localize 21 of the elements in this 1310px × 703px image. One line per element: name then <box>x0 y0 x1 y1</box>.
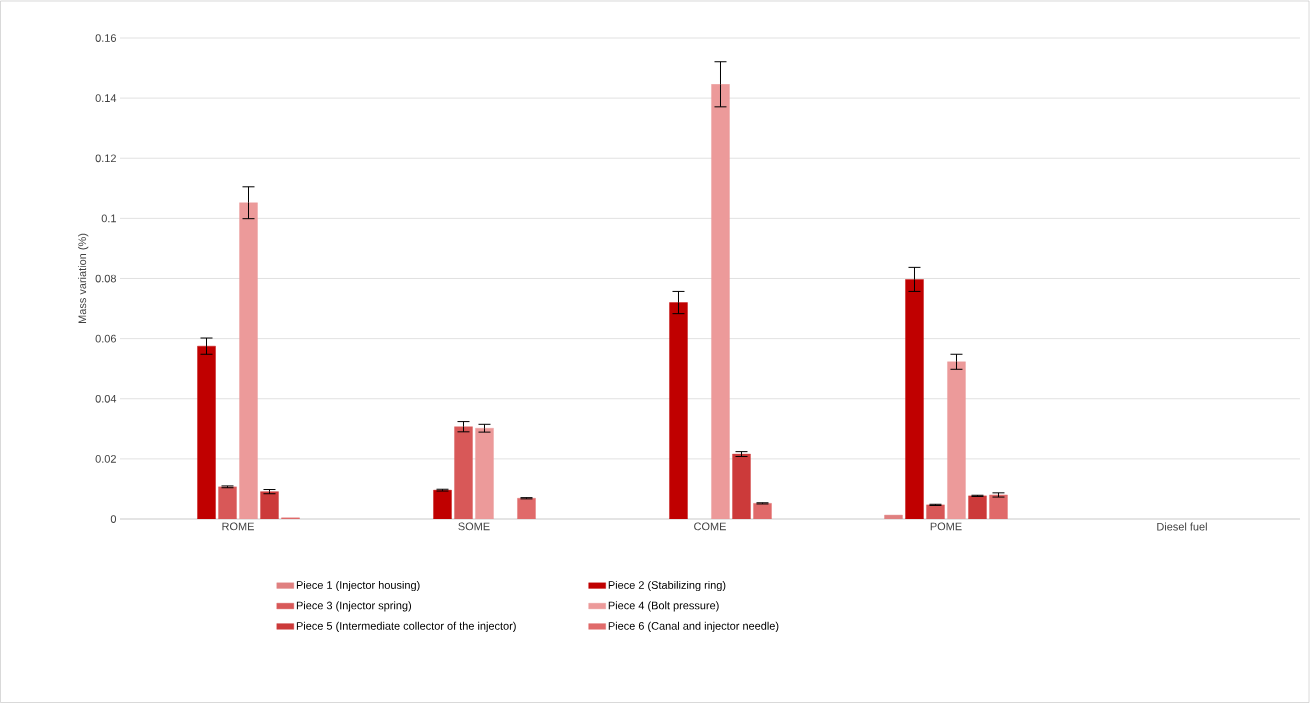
y-tick-label: 0.02 <box>95 455 116 463</box>
y-tick-label: 0.06 <box>95 334 116 343</box>
y-tick-label: 0 <box>110 515 117 523</box>
y-tick-label: 0.04 <box>95 394 117 403</box>
x-tick-label: ROME <box>222 522 254 531</box>
y-tick-label: 0.16 <box>95 34 116 42</box>
legend-label: Piece 6 (Canal and injector needle) <box>608 621 779 632</box>
x-tick-label: POME <box>930 522 962 531</box>
legend-label: Piece 3 (Injector spring) <box>296 601 412 612</box>
x-tick-label: SOME <box>458 522 490 531</box>
y-tick-label: 0.12 <box>95 154 116 163</box>
x-tick-label: Diesel fuel <box>1157 522 1207 531</box>
x-tick-label: COME <box>694 522 726 531</box>
y-tick-label: 0.14 <box>95 94 117 102</box>
legend-label: Piece 2 (Stabilizing ring) <box>608 580 726 592</box>
y-tick-label: 0.08 <box>95 274 116 283</box>
legend-label: Piece 4 (Bolt pressure) <box>608 601 719 612</box>
y-axis-title: Mass variation (%) <box>78 233 89 323</box>
y-tick-label: 0.1 <box>101 214 116 223</box>
legend-label: Piece 1 (Injector housing) <box>296 580 420 592</box>
legend-label: Piece 5 (Intermediate collector of the injector) <box>296 621 516 632</box>
